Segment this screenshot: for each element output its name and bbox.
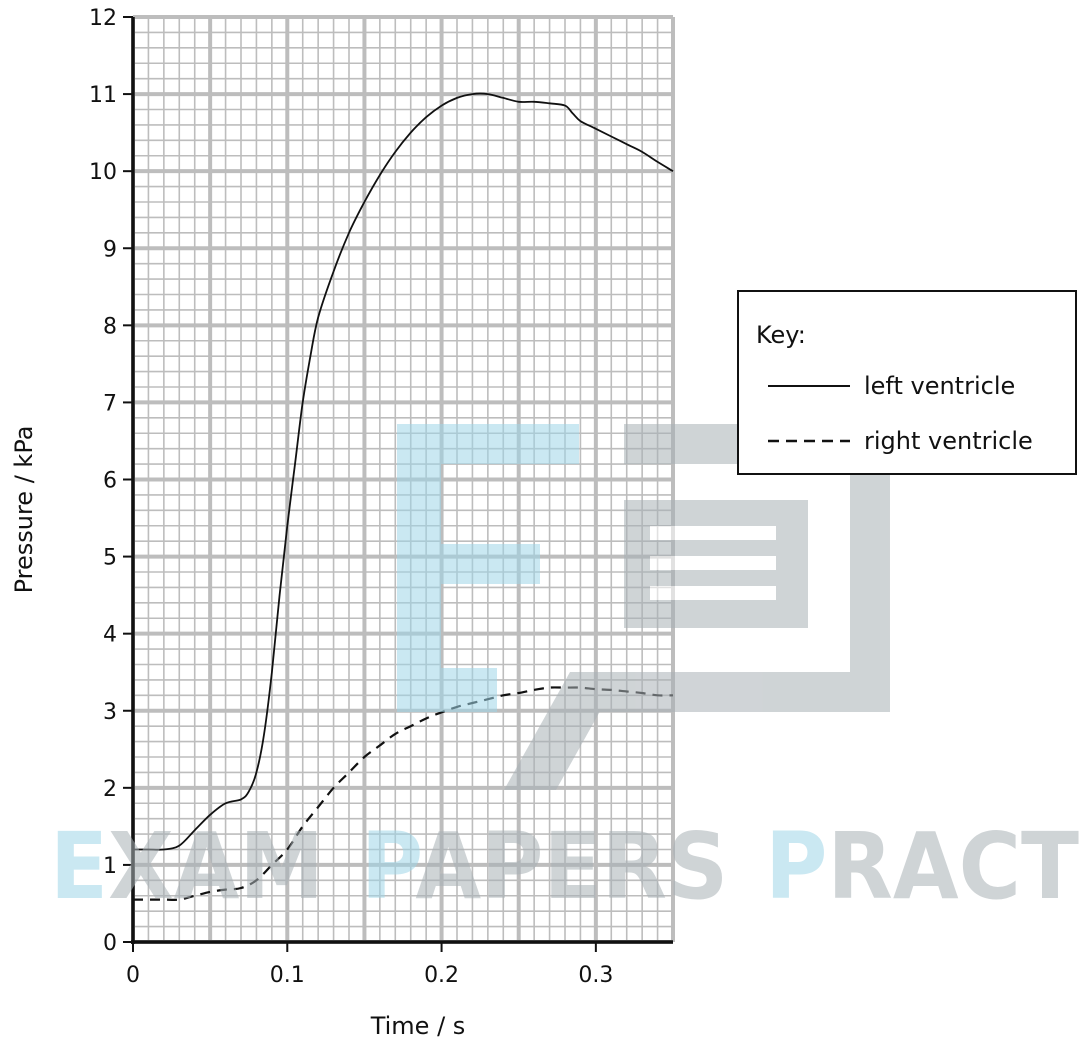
watermark-text-ract: RACT (827, 813, 1079, 920)
y-tick-label: 8 (103, 314, 117, 339)
y-axis-title: Pressure / kPa (10, 426, 38, 594)
watermark-logo-doc-line2 (650, 556, 776, 570)
series-layer (132, 92, 674, 901)
watermark-text-p2: P (765, 813, 827, 920)
y-tick-label: 3 (103, 700, 117, 725)
y-tick-label: 10 (89, 160, 117, 185)
y-tick-label: 4 (103, 623, 117, 648)
y-tick-label: 11 (89, 83, 117, 108)
legend-label-left-ventricle: left ventricle (864, 372, 1015, 400)
x-tick-label: 0.3 (578, 963, 613, 988)
x-tick-label: 0 (126, 963, 140, 988)
legend-box (737, 290, 1077, 475)
watermark-text-e: E (50, 813, 108, 920)
watermark: EXAM PAPERS PRACT (50, 424, 1079, 920)
watermark-logo-doc-line1 (650, 526, 776, 540)
legend: Key: left ventricle right ventricle (737, 290, 1077, 475)
watermark-logo-e-bottom (397, 668, 497, 712)
watermark-logo-e-mid (397, 544, 540, 584)
series-line-left-ventricle (133, 92, 674, 851)
x-axis-title: Time / s (370, 1012, 466, 1040)
x-tick-label: 0.1 (270, 963, 305, 988)
watermark-logo-doc-frame-bottom (600, 672, 890, 712)
x-tick-label: 0.2 (424, 963, 459, 988)
watermark-text-apers: APERS (415, 813, 728, 920)
watermark-text: EXAM PAPERS PRACT (50, 813, 1079, 920)
y-tick-label: 1 (103, 854, 117, 879)
y-tick-label: 5 (103, 546, 117, 571)
watermark-logo-e-top (397, 424, 579, 464)
y-tick-label: 2 (103, 777, 117, 802)
watermark-logo-doc-line3 (650, 586, 776, 600)
y-tick-label: 6 (103, 469, 117, 494)
watermark-text-xam: XAM (108, 813, 324, 920)
series-line-right-ventricle (132, 686, 674, 901)
legend-title: Key: (756, 321, 806, 349)
legend-label-right-ventricle: right ventricle (864, 427, 1033, 455)
watermark-logo-slash (504, 672, 622, 790)
y-tick-label: 12 (89, 6, 117, 31)
y-tick-label: 7 (103, 391, 117, 416)
watermark-text-p1: P (361, 813, 420, 920)
y-tick-label: 0 (103, 931, 117, 956)
y-tick-label: 9 (103, 237, 117, 262)
